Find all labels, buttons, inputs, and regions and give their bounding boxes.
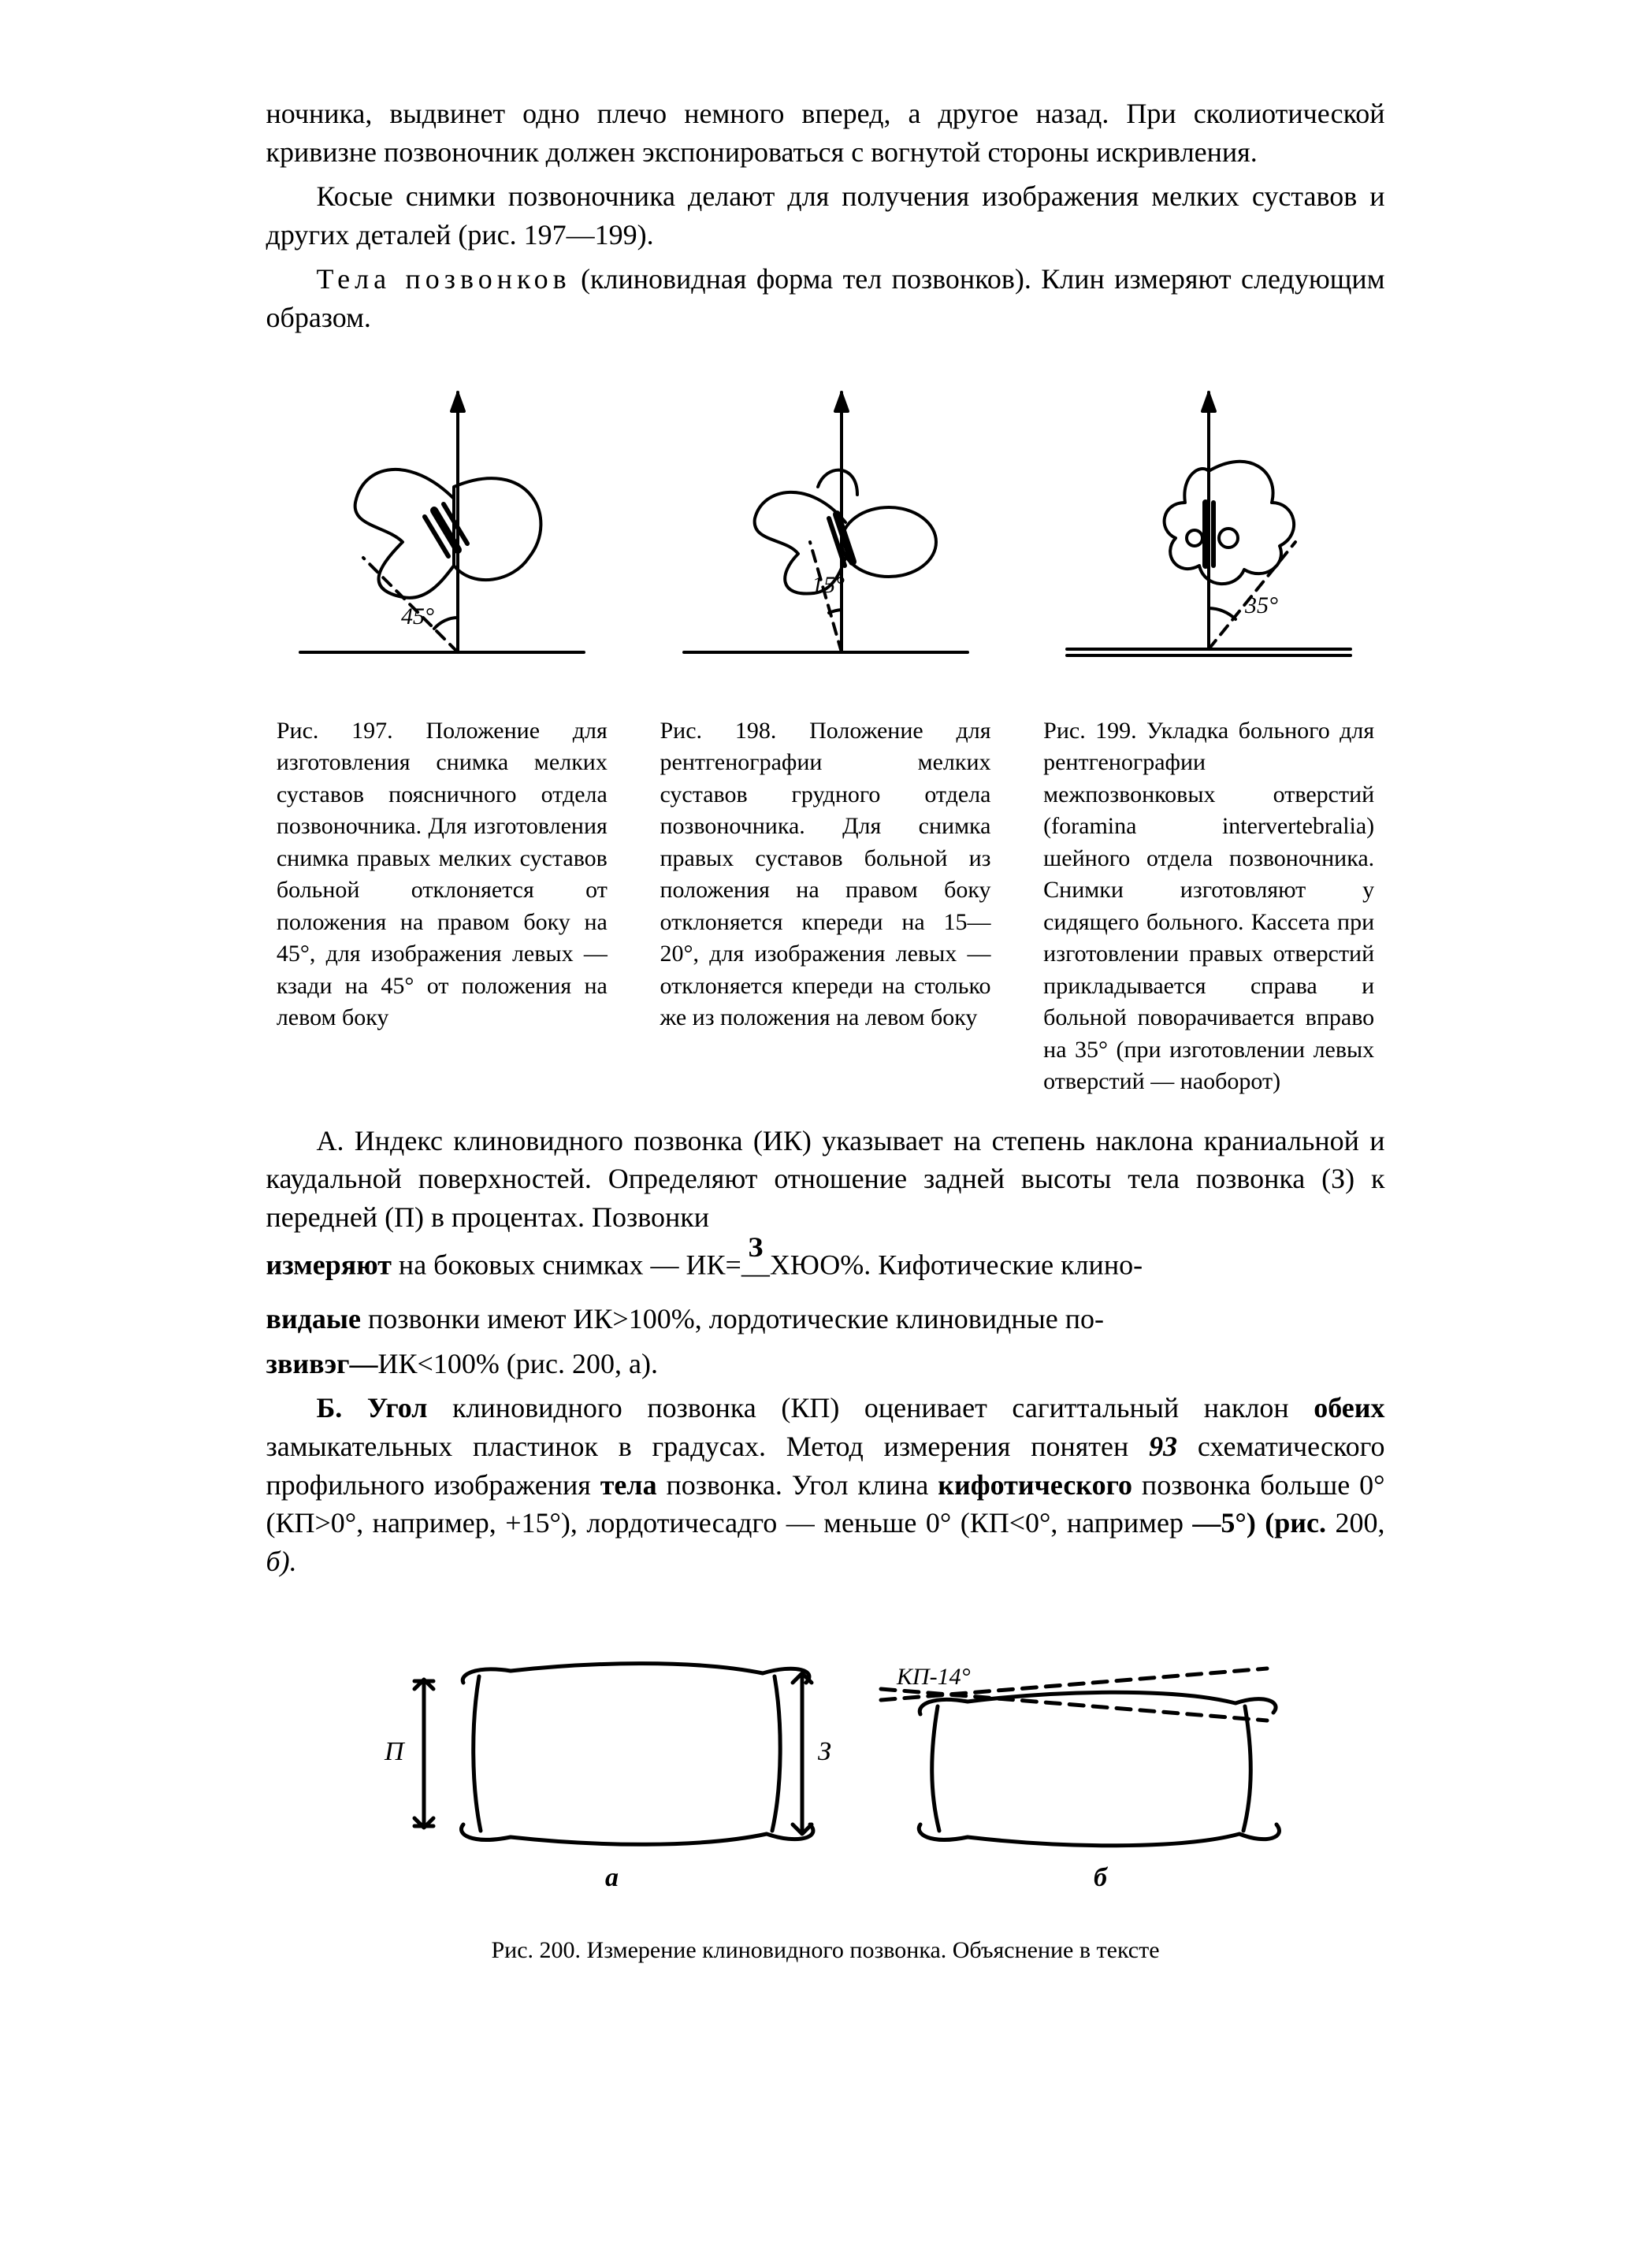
pb-m2: замыкательных пластинок в градусах. Мето… bbox=[266, 1431, 1150, 1462]
pb-m6 bbox=[1256, 1507, 1265, 1539]
paragraph-3: Тела позвонков (клиновидная форма тел по… bbox=[266, 260, 1385, 336]
pb-i1: б). bbox=[266, 1546, 297, 1577]
figures-row: 45° Рис. 197. Положение для изготовления… bbox=[266, 384, 1385, 1098]
pb-b5: —5°) bbox=[1192, 1507, 1255, 1539]
fig200-label-b: б bbox=[1094, 1863, 1109, 1892]
fig200-label-p: П bbox=[384, 1737, 406, 1766]
pa2-rest: ХЮО%. Кифотические клино- bbox=[770, 1249, 1143, 1281]
pb-m4: позвонка. Угол клина bbox=[657, 1469, 938, 1501]
paragraph-B: Б. Угол клиновидного позвонка (КП) оцени… bbox=[266, 1389, 1385, 1580]
fig197-caption: Рис. 197. Положение для изготовления сни… bbox=[277, 715, 608, 1034]
fig199-angle: 35° bbox=[1244, 592, 1278, 618]
fig200-caption: Рис. 200. Измерение клиновидного позвонк… bbox=[491, 1935, 1159, 1967]
pb-b1: обеих bbox=[1314, 1392, 1384, 1424]
pa4-rest: ИК<100% (рис. 200, а). bbox=[378, 1348, 659, 1379]
figure-198-svg: 15° bbox=[660, 384, 991, 684]
fig198-angle: 15° bbox=[812, 572, 845, 598]
figure-199: 35° Рис. 199. Укладка больного для рентг… bbox=[1033, 384, 1385, 1098]
figure-197-svg: 45° bbox=[277, 384, 608, 684]
pb-b2: 93 bbox=[1149, 1431, 1177, 1462]
figure-200: П З а б КП-14° Рис. 200. Измерение клино… bbox=[266, 1628, 1385, 1967]
pb-m7: 200, bbox=[1326, 1507, 1384, 1539]
fig200-label-z: З bbox=[818, 1737, 831, 1766]
paragraph-A3: видаые позвонки имеют ИК>100%, лордотиче… bbox=[266, 1300, 1385, 1338]
paragraph-A4: звивэг—ИК<100% (рис. 200, а). bbox=[266, 1345, 1385, 1383]
pb-b4: кифотического bbox=[938, 1469, 1132, 1501]
figure-200-svg: П З а б КП-14° bbox=[353, 1628, 1299, 1911]
pa4-pre: звивэг— bbox=[266, 1348, 378, 1379]
pa2-mid: на боковых снимках — ИК= bbox=[392, 1249, 741, 1281]
pa3-pre: видаые bbox=[266, 1303, 361, 1334]
fig200-label-kp: КП-14° bbox=[896, 1664, 971, 1690]
paragraph-A2: измеряют на боковых снимках — ИК= З — ХЮ… bbox=[266, 1242, 1385, 1294]
pb-b6: (рис. bbox=[1265, 1507, 1326, 1539]
fig197-angle: 45° bbox=[401, 603, 434, 629]
fig200-label-a: а bbox=[605, 1863, 619, 1892]
pa2-frac-top: З bbox=[741, 1234, 770, 1260]
figure-199-svg: 35° bbox=[1043, 384, 1374, 684]
pa3-rest: позвонки имеют ИК>100%, лордотические кл… bbox=[361, 1303, 1104, 1334]
pb-pre: Б. Угол bbox=[317, 1392, 428, 1424]
figure-198: 15° Рис. 198. Положение для рентгенограф… bbox=[649, 384, 1001, 1098]
pa2-pre: измеряют bbox=[266, 1249, 392, 1281]
pb-m1: клиновидного позвонка (КП) оценивает саг… bbox=[428, 1392, 1314, 1424]
pa2-frac-bot: — bbox=[741, 1260, 770, 1286]
pb-b3: тела bbox=[600, 1469, 657, 1501]
para3-lead: Тела позвонков bbox=[317, 263, 571, 295]
figure-197: 45° Рис. 197. Положение для изготовления… bbox=[266, 384, 619, 1098]
page: ночника, выдвинет одно плечо немного впе… bbox=[109, 0, 1527, 2062]
paragraph-A1: А. Индекс клиновидного позвонка (ИК) ука… bbox=[266, 1122, 1385, 1237]
paragraph-1: ночника, выдвинет одно плечо немного впе… bbox=[266, 95, 1385, 171]
fig199-caption: Рис. 199. Укладка больного для рентгеног… bbox=[1043, 715, 1374, 1098]
fig198-caption: Рис. 198. Положение для рентгенографии м… bbox=[660, 715, 991, 1034]
paragraph-2: Косые снимки позвоночника делают для пол… bbox=[266, 177, 1385, 254]
